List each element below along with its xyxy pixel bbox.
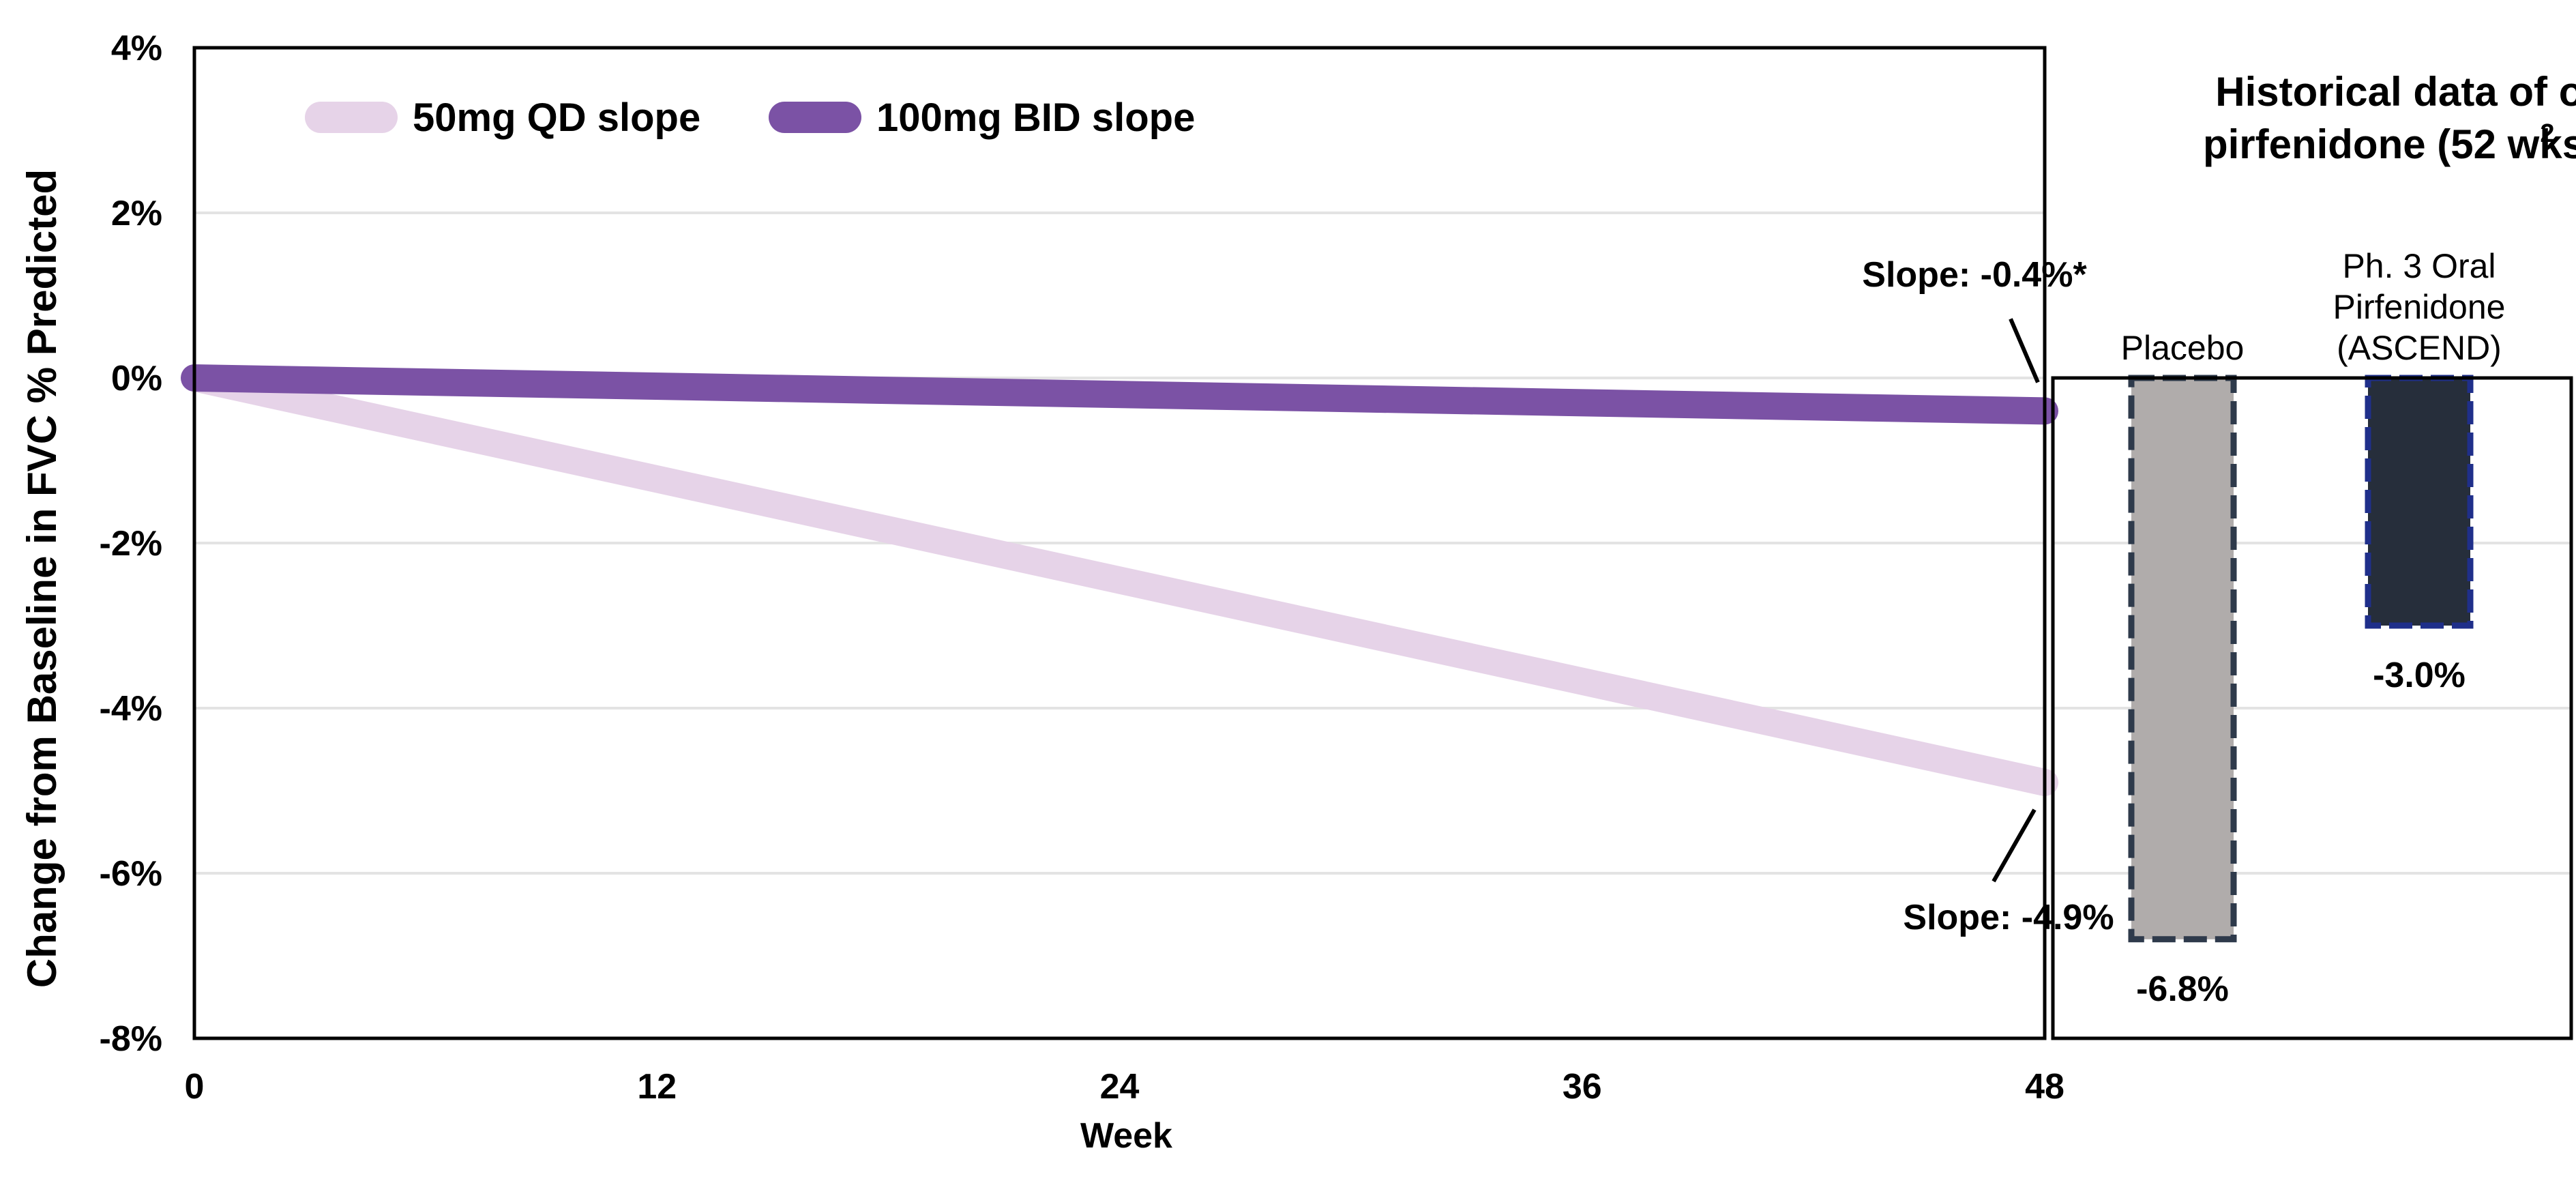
x-tick-label: 48: [2025, 1067, 2064, 1107]
y-tick-label: 0%: [111, 359, 162, 398]
series-line-50mg-qd: [181, 364, 2058, 796]
legend: 50mg QD slope 100mg BID slope: [305, 96, 1195, 140]
inset-title-line: Historical data of oral: [2215, 69, 2576, 115]
bar-value-label: -6.8%: [2136, 969, 2229, 1009]
annotation-leader-line: [1992, 808, 2037, 883]
bar-value-label: -3.0%: [2373, 656, 2466, 695]
inset-bars: [2128, 375, 2474, 943]
y-tick-label: -8%: [100, 1019, 162, 1059]
x-tick-label: 36: [1563, 1067, 1602, 1107]
main-gridlines: [194, 211, 2045, 875]
x-axis-label: Week: [1080, 1116, 1172, 1156]
inset-title: Historical data of oral pirfenidone (52 w…: [2203, 69, 2576, 167]
y-tick-label: -2%: [100, 524, 162, 564]
x-tick-label: 12: [637, 1067, 677, 1107]
legend-label: 100mg BID slope: [876, 96, 1195, 140]
legend-label: 50mg QD slope: [413, 96, 700, 140]
inset-value-labels: -6.8% -3.0%: [2136, 656, 2466, 1009]
y-tick-label: 2%: [111, 194, 162, 233]
bar-placebo: [2128, 375, 2237, 943]
annotation-leader-line: [2009, 318, 2040, 383]
category-label: Placebo: [2121, 329, 2245, 367]
x-tick-labels: 0 12 24 36 48: [185, 1067, 2064, 1107]
y-tick-label: 4%: [111, 29, 162, 68]
y-tick-labels: 4% 2% 0% -2% -4% -6% -8%: [100, 29, 162, 1059]
category-label: Ph. 3 Oral: [2342, 247, 2496, 285]
main-series-layer: [181, 364, 2058, 796]
x-tick-label: 0: [185, 1067, 205, 1107]
inset-title-superscript: 2: [2540, 119, 2554, 148]
y-tick-label: -4%: [100, 689, 162, 729]
slope-annotation-qd: Slope: -4.9%: [1903, 898, 2114, 937]
main-plot-frame: [192, 46, 2047, 1040]
series-line-100mg-bid: [181, 364, 2058, 425]
y-tick-label: -6%: [100, 854, 162, 894]
category-label: Pirfenidone: [2333, 288, 2506, 326]
slope-annotation-bid: Slope: -0.4%*: [1862, 255, 2087, 295]
inset-plot-frame: [2051, 376, 2573, 1040]
category-label: (ASCEND): [2337, 329, 2502, 367]
x-tick-label: 24: [1100, 1067, 1140, 1107]
y-axis-label: Change from Baseline in FVC % Predicted: [19, 169, 65, 988]
bar-ascend: [2365, 375, 2474, 629]
line-chart: 4% 2% 0% -2% -4% -6% -8% 0 12 24 36 48 Week Change…: [19, 29, 2114, 1156]
historical-bar-chart: Historical data of oral pirfenidone (52 w…: [2051, 69, 2576, 1040]
inset-title-line: pirfenidone (52 wks): [2203, 121, 2576, 167]
slope-annotations: Slope: -0.4%* Slope: -4.9%: [1862, 255, 2114, 937]
